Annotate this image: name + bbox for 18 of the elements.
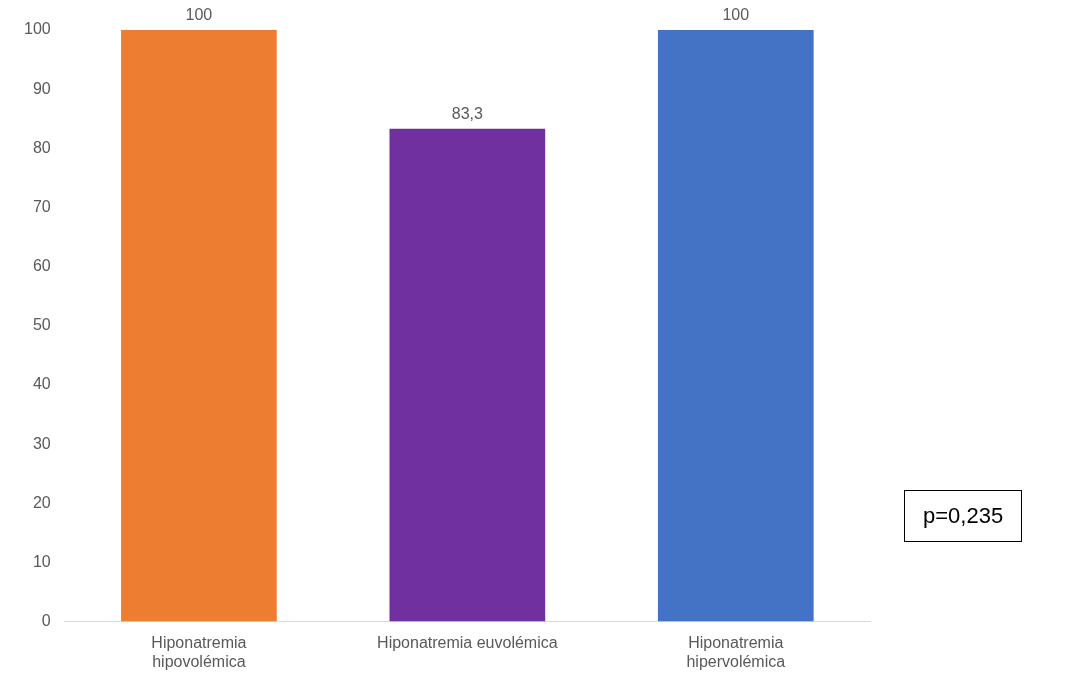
y-tick-label: 100	[23, 20, 51, 38]
y-tick-label: 20	[32, 493, 51, 511]
y-tick-label: 30	[32, 434, 51, 452]
y-tick-label: 80	[32, 138, 51, 156]
y-tick-label: 10	[32, 552, 51, 570]
data-label: 83,3	[451, 105, 484, 123]
data-label: 100	[722, 6, 750, 24]
y-tick-label: 40	[32, 375, 51, 393]
y-tick-label: 70	[32, 197, 51, 215]
y-tick-label: 60	[32, 257, 51, 275]
y-tick-label: 0	[41, 612, 51, 630]
text: p=0,235	[904, 490, 1023, 542]
y-tick-label: 50	[32, 316, 51, 334]
y-tick-label: 90	[32, 79, 51, 97]
x-tick-label: Hiponatremia hipovolémica	[151, 633, 247, 670]
x-tick-label: Hiponatremia hipervolémica	[686, 633, 786, 670]
x-tick-label: Hiponatremia euvolémica	[377, 633, 558, 651]
data-label: 100	[185, 6, 213, 24]
